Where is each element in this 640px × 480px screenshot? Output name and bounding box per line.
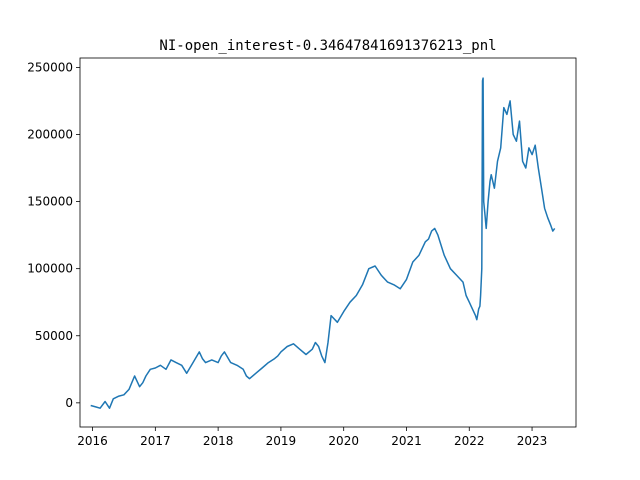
y-tick-label: 0 — [65, 396, 73, 410]
x-tick-label: 2019 — [266, 434, 297, 448]
y-tick-label: 250000 — [27, 60, 73, 74]
y-tick-label: 50000 — [35, 329, 73, 343]
x-tick-label: 2023 — [517, 434, 548, 448]
x-tick-label: 2021 — [391, 434, 422, 448]
plot-area — [80, 58, 576, 427]
plot-frame — [79, 57, 577, 428]
x-tick-label: 2020 — [328, 434, 359, 448]
y-tick-label: 150000 — [27, 195, 73, 209]
chart-title: NI-open_interest-0.34647841691376213_pnl — [159, 38, 496, 54]
x-tick-label: 2017 — [140, 434, 171, 448]
x-axis-ticks: 2016 2017 2018 2019 2020 2021 2022 2023 — [77, 427, 547, 448]
x-tick-label: 2018 — [203, 434, 234, 448]
y-tick-label: 100000 — [27, 262, 73, 276]
x-tick-label: 2016 — [77, 434, 108, 448]
pnl-line — [90, 77, 556, 409]
y-tick-label: 200000 — [27, 127, 73, 141]
x-tick-label: 2022 — [454, 434, 485, 448]
y-axis-ticks: 0 50000 100000 150000 200000 250000 — [27, 60, 80, 410]
